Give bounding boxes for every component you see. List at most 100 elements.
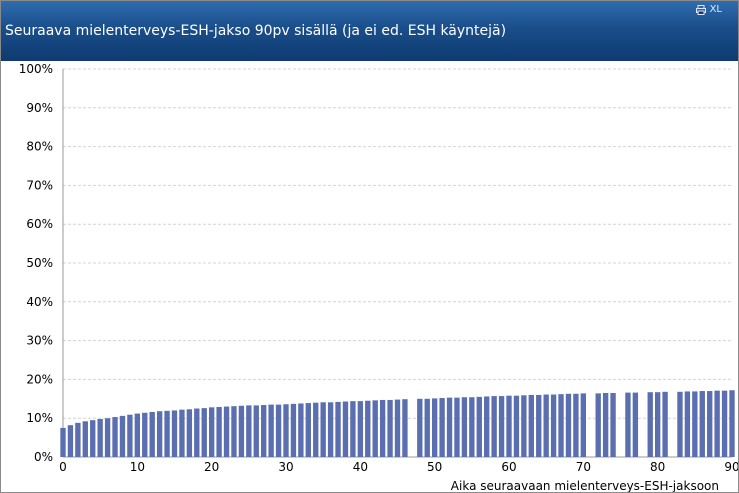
bar (654, 392, 661, 457)
y-tick-label: 60% (26, 217, 53, 231)
x-tick-label: 20 (204, 460, 219, 474)
y-tick-label: 10% (26, 411, 53, 425)
toolbar: XL (695, 4, 722, 15)
y-tick-label: 20% (26, 372, 53, 386)
bar (261, 405, 267, 457)
bar (506, 395, 512, 457)
plot-area: 0% 10% 20% 30% 40% 50% 60% 70% 80% 90% 100% 0 10 20 30… (1, 61, 738, 492)
bar (729, 390, 735, 457)
bar (677, 391, 683, 457)
bar (394, 399, 401, 457)
bar (625, 392, 631, 457)
bar (313, 402, 319, 457)
bar (379, 399, 386, 457)
bar (565, 393, 572, 457)
bar (238, 405, 245, 457)
y-tick-label: 80% (26, 140, 53, 154)
bar (595, 393, 601, 457)
bar (283, 404, 289, 457)
bar (223, 406, 230, 457)
chart-title: Seuraava mielenterveys-ESH-jakso 90pv si… (5, 23, 507, 39)
bar (387, 399, 393, 457)
bar (454, 397, 460, 457)
bar (149, 411, 155, 457)
bar (179, 409, 185, 457)
bar (290, 403, 297, 457)
bar (573, 393, 579, 457)
bar (521, 395, 527, 457)
x-axis-title: Aika seuraavaan mielenterveys-ESH-jaksoo… (451, 479, 719, 492)
bar (60, 427, 66, 457)
bar (632, 392, 639, 457)
bar (75, 422, 81, 457)
bar (439, 398, 445, 457)
bar (372, 400, 378, 457)
bar (684, 391, 691, 457)
bar (662, 391, 668, 457)
bar (134, 413, 141, 457)
bar (90, 420, 96, 457)
bar (461, 397, 468, 457)
bar-chart: 0% 10% 20% 30% 40% 50% 60% 70% 80% 90% 100% 0 10 20 30… (19, 62, 738, 492)
export-excel-button[interactable]: XL (709, 4, 722, 15)
bar (246, 405, 252, 457)
bar (610, 392, 616, 457)
y-tick-label: 30% (26, 334, 53, 348)
bar (112, 417, 118, 457)
bar (536, 394, 542, 457)
bar (164, 410, 170, 457)
bar (484, 396, 490, 457)
bar (528, 394, 534, 457)
bar (469, 397, 475, 457)
bar (350, 401, 356, 457)
y-tick-label: 90% (26, 101, 53, 115)
bar (647, 392, 653, 457)
x-tick-label: 80 (650, 460, 665, 474)
bar (335, 401, 341, 457)
bar (543, 394, 549, 457)
bar (156, 411, 163, 457)
bar (550, 394, 557, 457)
bar (127, 414, 133, 457)
x-tick-label: 70 (576, 460, 591, 474)
bar (342, 401, 349, 457)
y-tick-label: 50% (26, 256, 53, 270)
bar (476, 396, 482, 457)
bar (82, 421, 88, 457)
bar (275, 404, 282, 457)
y-tick-label: 70% (26, 178, 53, 192)
bar (305, 403, 311, 457)
bar (253, 405, 259, 457)
bar (327, 402, 334, 457)
x-tick-label: 0 (59, 460, 67, 474)
bar (171, 410, 178, 457)
bar (707, 391, 713, 457)
bar (558, 394, 564, 457)
bar (491, 396, 497, 457)
bar (602, 392, 609, 457)
bar (424, 398, 430, 457)
y-tick-label: 100% (19, 62, 53, 76)
bar (365, 400, 371, 457)
title-bar: Seuraava mielenterveys-ESH-jakso 90pv si… (1, 1, 738, 61)
print-icon[interactable] (695, 4, 706, 15)
bar (67, 425, 74, 457)
x-tick-label: 90 (724, 460, 738, 474)
bar (97, 418, 103, 457)
bar (580, 393, 587, 457)
bar (320, 402, 326, 457)
y-tick-label: 40% (26, 295, 53, 309)
bar (446, 397, 453, 457)
bar (194, 408, 200, 457)
x-tick-label: 40 (353, 460, 368, 474)
bar (498, 396, 505, 457)
bar (298, 403, 304, 457)
bar (714, 390, 720, 457)
bar (357, 401, 364, 457)
x-tick-label: 30 (278, 460, 293, 474)
bar (186, 409, 193, 457)
bar (692, 391, 698, 457)
bar (417, 398, 423, 457)
bar (142, 412, 148, 457)
